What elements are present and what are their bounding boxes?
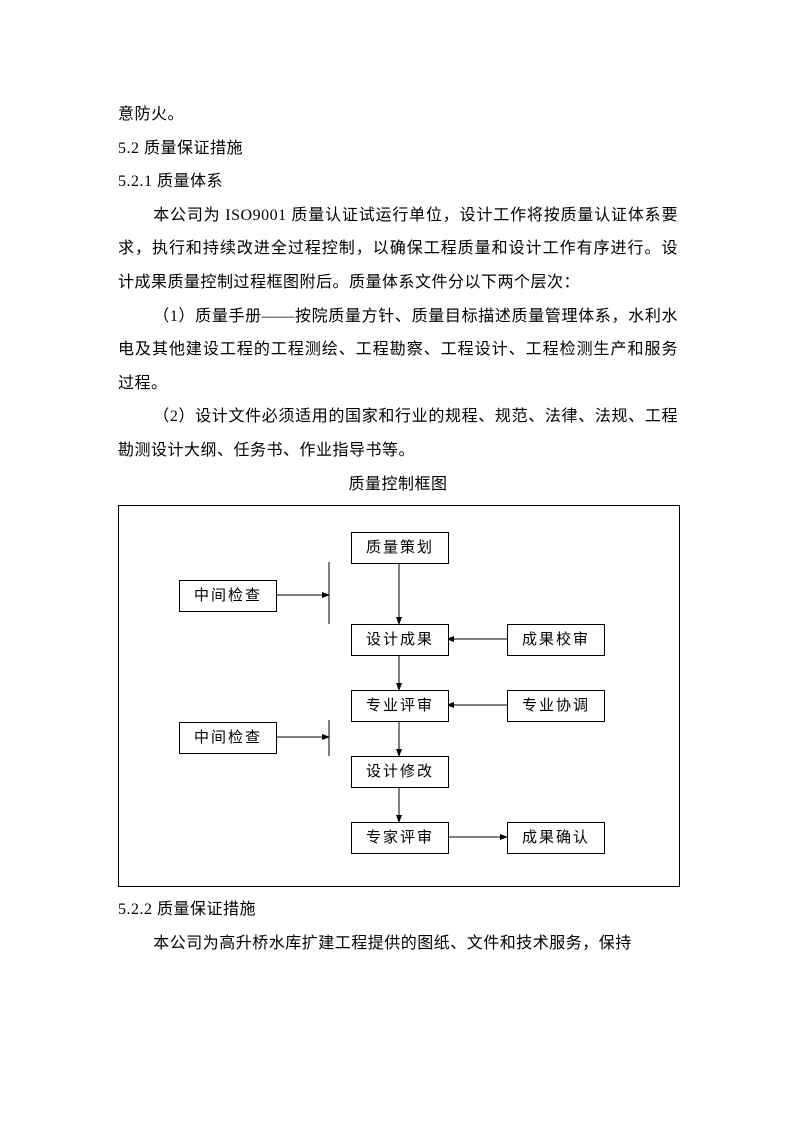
diagram-title: 质量控制框图: [118, 468, 678, 502]
section-5-2-2: 5.2.2 质量保证措施: [118, 893, 678, 927]
flow-node-n3: 设计成果: [351, 624, 449, 656]
paragraph-3: （2）设计文件必须适用的国家和行业的规程、规范、法律、法规、工程勘测设计大纲、任…: [118, 400, 678, 467]
flow-node-n8: 设计修改: [351, 756, 449, 788]
line1: 意防火。: [118, 98, 678, 132]
flow-node-n1: 质量策划: [351, 532, 449, 564]
quality-control-flowchart: 质量策划中间检查设计成果成果校审专业评审专业协调中间检查设计修改专家评审成果确认: [118, 505, 680, 887]
flow-node-n7: 中间检查: [179, 722, 277, 754]
paragraph-1: 本公司为 ISO9001 质量认证试运行单位，设计工作将按质量认证体系要求，执行…: [118, 199, 678, 300]
paragraph-4: 本公司为高升桥水库扩建工程提供的图纸、文件和技术服务，保持: [118, 927, 678, 961]
flow-node-n5: 专业评审: [351, 690, 449, 722]
section-5-2-1: 5.2.1 质量体系: [118, 165, 678, 199]
section-5-2: 5.2 质量保证措施: [118, 132, 678, 166]
flow-node-n6: 专业协调: [507, 690, 605, 722]
flow-node-n9: 专家评审: [351, 822, 449, 854]
flow-node-n2: 中间检查: [179, 580, 277, 612]
paragraph-2: （1）质量手册——按院质量方针、质量目标描述质量管理体系，水利水电及其他建设工程…: [118, 300, 678, 401]
flow-node-n4: 成果校审: [507, 624, 605, 656]
flow-node-n10: 成果确认: [507, 822, 605, 854]
